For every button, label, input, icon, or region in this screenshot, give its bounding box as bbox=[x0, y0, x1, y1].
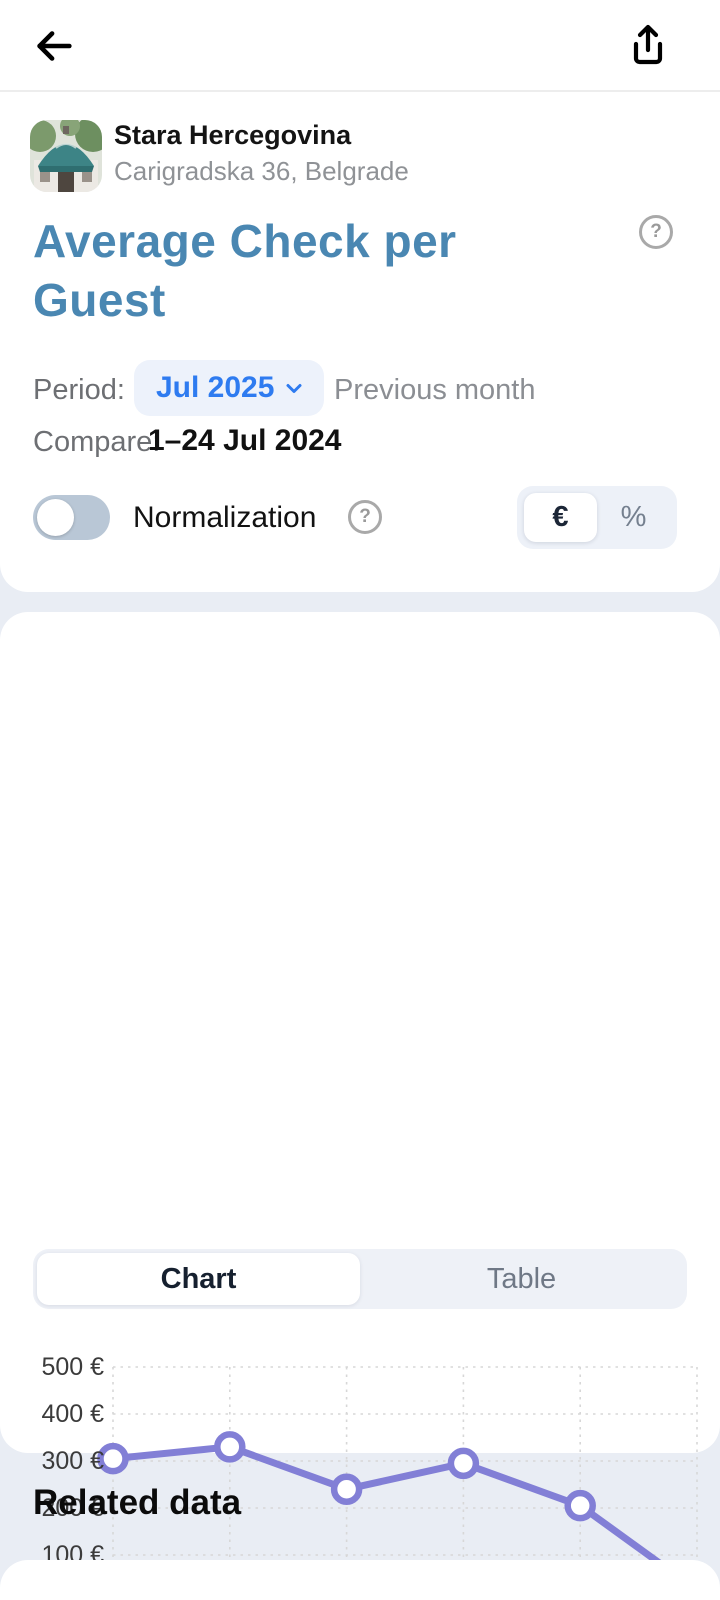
compare-label: Compare: bbox=[33, 426, 161, 458]
header-card: Stara Hercegovina Carigradska 36, Belgra… bbox=[0, 0, 720, 592]
venue-avatar bbox=[30, 120, 102, 192]
content-card: Chart Table 500 €400 €300 €200 €100 €01–… bbox=[0, 612, 720, 1600]
period-hint: Previous month bbox=[334, 374, 536, 406]
view-tabs: Chart Table bbox=[33, 1249, 687, 1309]
y-axis-tick: 300 € bbox=[41, 1447, 104, 1475]
related-data-title: Related data bbox=[33, 1483, 242, 1522]
chart-line bbox=[109, 1443, 701, 1594]
venue-name: Stara Hercegovina bbox=[114, 120, 352, 150]
y-axis-tick: 200 € bbox=[41, 1494, 104, 1522]
chart-point[interactable] bbox=[564, 1489, 596, 1522]
share-button[interactable] bbox=[622, 20, 674, 72]
unit-option-euro[interactable]: € bbox=[524, 493, 597, 542]
y-axis-tick: 500 € bbox=[41, 1353, 104, 1381]
header-divider bbox=[0, 90, 720, 92]
chart-point[interactable] bbox=[214, 1431, 246, 1463]
unit-segmented-control: € % bbox=[517, 486, 677, 549]
normalization-help-button[interactable]: ? bbox=[348, 500, 382, 534]
unit-option-percent[interactable]: % bbox=[620, 501, 647, 533]
tab-chart[interactable]: Chart bbox=[37, 1253, 360, 1305]
back-arrow-icon bbox=[31, 23, 77, 72]
restaurant-photo bbox=[30, 120, 102, 192]
share-icon bbox=[624, 21, 672, 72]
page-title: Average Check per Guest bbox=[33, 215, 457, 326]
tab-table[interactable]: Table bbox=[486, 1262, 557, 1295]
chart-point[interactable] bbox=[330, 1473, 363, 1505]
period-value: Jul 2025 bbox=[156, 371, 275, 404]
chevron-down-icon bbox=[284, 378, 304, 398]
related-card bbox=[0, 1560, 720, 1600]
title-help-button[interactable]: ? bbox=[639, 215, 673, 249]
normalization-label: Normalization bbox=[133, 501, 317, 534]
back-button[interactable] bbox=[28, 21, 80, 73]
compare-value: 1–24 Jul 2024 bbox=[148, 424, 342, 457]
chart-point[interactable] bbox=[447, 1447, 480, 1480]
period-label: Period: bbox=[33, 374, 125, 406]
question-mark-icon: ? bbox=[359, 506, 371, 527]
period-selector[interactable]: Jul 2025 bbox=[134, 360, 325, 416]
toggle-knob bbox=[37, 499, 74, 536]
chart-point[interactable] bbox=[97, 1442, 129, 1475]
venue-address: Carigradska 36, Belgrade bbox=[114, 156, 409, 186]
normalization-toggle[interactable] bbox=[33, 495, 110, 540]
question-mark-icon: ? bbox=[650, 221, 662, 242]
y-axis-tick: 400 € bbox=[41, 1400, 104, 1428]
